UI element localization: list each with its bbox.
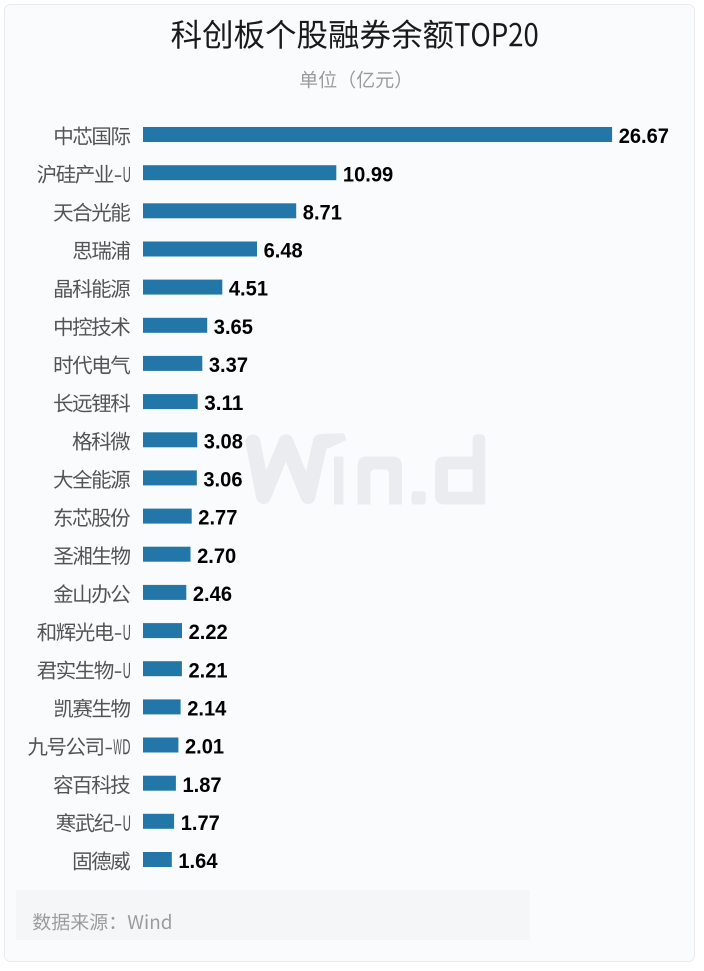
svg-text:3.11: 3.11: [204, 391, 243, 415]
svg-text:2.21: 2.21: [189, 658, 228, 682]
svg-text:3.08: 3.08: [204, 429, 243, 453]
svg-text:3.37: 3.37: [209, 353, 248, 377]
svg-text:10.99: 10.99: [343, 162, 393, 186]
svg-text:2.77: 2.77: [198, 506, 237, 530]
svg-text:26.67: 26.67: [619, 124, 669, 148]
svg-text:3.06: 3.06: [203, 468, 242, 492]
svg-text:1.87: 1.87: [183, 773, 222, 797]
svg-text:8.71: 8.71: [303, 200, 342, 224]
svg-text:2.01: 2.01: [185, 735, 224, 759]
svg-text:3.65: 3.65: [214, 315, 253, 339]
svg-text:2.22: 2.22: [189, 620, 228, 644]
svg-text:2.14: 2.14: [187, 697, 226, 721]
svg-text:4.51: 4.51: [229, 277, 268, 301]
svg-text:6.48: 6.48: [264, 239, 303, 263]
svg-text:1.77: 1.77: [181, 811, 220, 835]
svg-text:2.70: 2.70: [197, 544, 236, 568]
svg-text:1.64: 1.64: [178, 849, 217, 873]
svg-text:2.46: 2.46: [193, 582, 232, 606]
